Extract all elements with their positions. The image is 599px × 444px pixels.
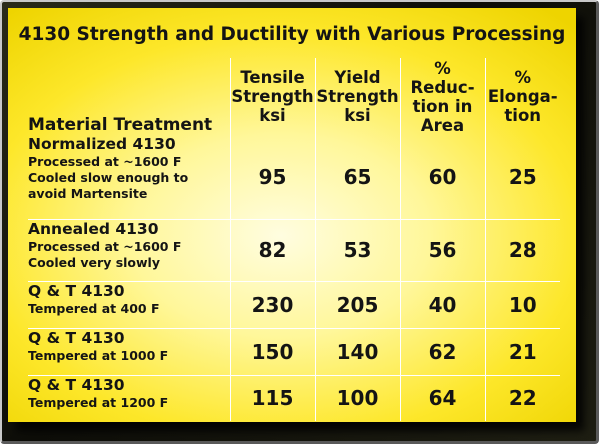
reduction-value: 62: [399, 327, 486, 376]
treatment-cell: Q & T 4130 Tempered at 400 F: [28, 280, 231, 329]
table-row: Q & T 4130 Tempered at 400 F 230 205 40 …: [28, 280, 560, 329]
header-reduction-in-area: % Reduc- tion in Area: [399, 58, 486, 135]
treatment-name: Q & T 4130: [28, 375, 125, 394]
table-row: Q & T 4130 Tempered at 1000 F 150 140 62…: [28, 327, 560, 376]
reduction-value: 64: [399, 374, 486, 421]
treatment-name: Q & T 4130: [28, 281, 125, 300]
treatment-detail: Tempered at 1000 F: [28, 347, 169, 363]
tensile-value: 150: [229, 327, 316, 376]
tensile-value: 82: [229, 218, 316, 282]
reduction-value: 56: [399, 218, 486, 282]
elongation-value: 25: [484, 135, 560, 220]
treatment-detail: Processed at ~1600 F Cooled very slowly: [28, 238, 182, 270]
yield-value: 65: [314, 135, 401, 220]
yield-value: 205: [314, 280, 401, 329]
yield-value: 53: [314, 218, 401, 282]
table-row: Normalized 4130 Processed at ~1600 F Coo…: [28, 135, 560, 220]
header-yield-strength: Yield Strength ksi: [314, 58, 401, 135]
yield-value: 140: [314, 327, 401, 376]
treatment-name: Normalized 4130: [28, 135, 176, 153]
properties-table: Material Treatment Tensile Strength ksi …: [28, 58, 560, 421]
slide-title: 4130 Strength and Ductility with Various…: [18, 24, 566, 45]
reduction-value: 40: [399, 280, 486, 329]
slide-panel: 4130 Strength and Ductility with Various…: [8, 8, 576, 422]
header-row: Material Treatment Tensile Strength ksi …: [28, 58, 560, 135]
treatment-cell: Annealed 4130 Processed at ~1600 F Coole…: [28, 218, 231, 282]
elongation-value: 28: [484, 218, 560, 282]
treatment-name: Q & T 4130: [28, 328, 125, 347]
elongation-value: 10: [484, 280, 560, 329]
treatment-name: Annealed 4130: [28, 219, 159, 238]
elongation-value: 22: [484, 374, 560, 421]
reduction-value: 60: [399, 135, 486, 220]
treatment-cell: Q & T 4130 Tempered at 1000 F: [28, 327, 231, 376]
treatment-detail: Tempered at 400 F: [28, 300, 160, 316]
header-elongation: % Elonga- tion: [484, 58, 560, 135]
table-row: Annealed 4130 Processed at ~1600 F Coole…: [28, 218, 560, 282]
treatment-detail: Tempered at 1200 F: [28, 394, 169, 410]
treatment-detail: Processed at ~1600 F Cooled slow enough …: [28, 154, 189, 201]
tensile-value: 115: [229, 374, 316, 421]
header-material-treatment: Material Treatment: [28, 58, 231, 135]
tensile-value: 95: [229, 135, 316, 220]
table-row: Q & T 4130 Tempered at 1200 F 115 100 64…: [28, 374, 560, 421]
yield-value: 100: [314, 374, 401, 421]
header-tensile-strength: Tensile Strength ksi: [229, 58, 316, 135]
tensile-value: 230: [229, 280, 316, 329]
treatment-cell: Q & T 4130 Tempered at 1200 F: [28, 374, 231, 421]
elongation-value: 21: [484, 327, 560, 376]
treatment-cell: Normalized 4130 Processed at ~1600 F Coo…: [28, 135, 231, 220]
